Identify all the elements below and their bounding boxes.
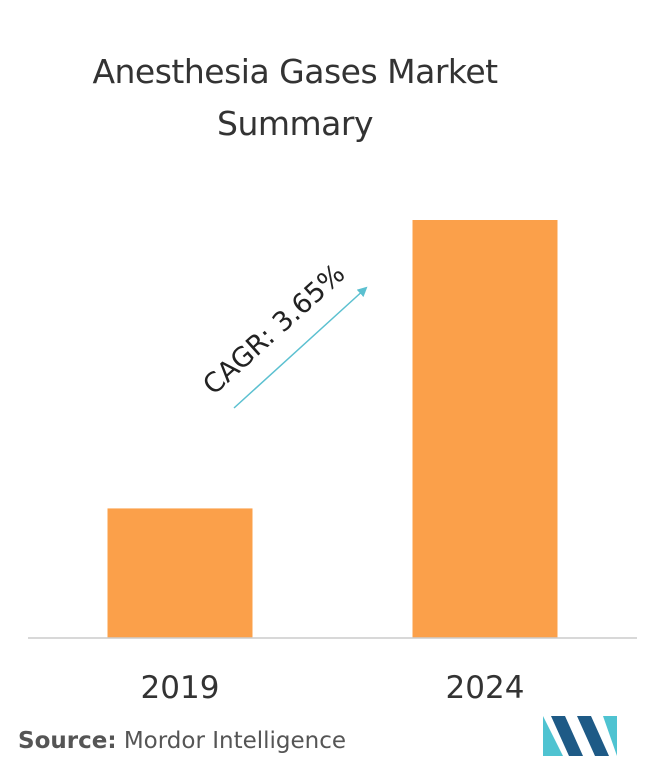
chart-title: Anesthesia Gases Market Summary	[0, 46, 590, 150]
mordor-logo-icon	[543, 716, 617, 756]
cagr-label: CAGR: 3.65%	[197, 258, 351, 401]
bar-2019	[107, 508, 253, 638]
x-tick-label-2019: 2019	[141, 670, 220, 706]
chart-title-line2: Summary	[217, 104, 373, 143]
source-text: Mordor Intelligence	[123, 728, 347, 754]
cagr-arrow	[233, 286, 368, 409]
bar-chart: 2019 2024 CAGR: 3.65%	[28, 220, 637, 706]
source-note: Source: Mordor Intelligence	[18, 728, 346, 754]
x-tick-label-2024: 2024	[446, 670, 525, 706]
chart-title-line1: Anesthesia Gases Market	[92, 52, 498, 91]
bar-2024	[412, 220, 558, 638]
source-label: Source:	[18, 728, 117, 754]
